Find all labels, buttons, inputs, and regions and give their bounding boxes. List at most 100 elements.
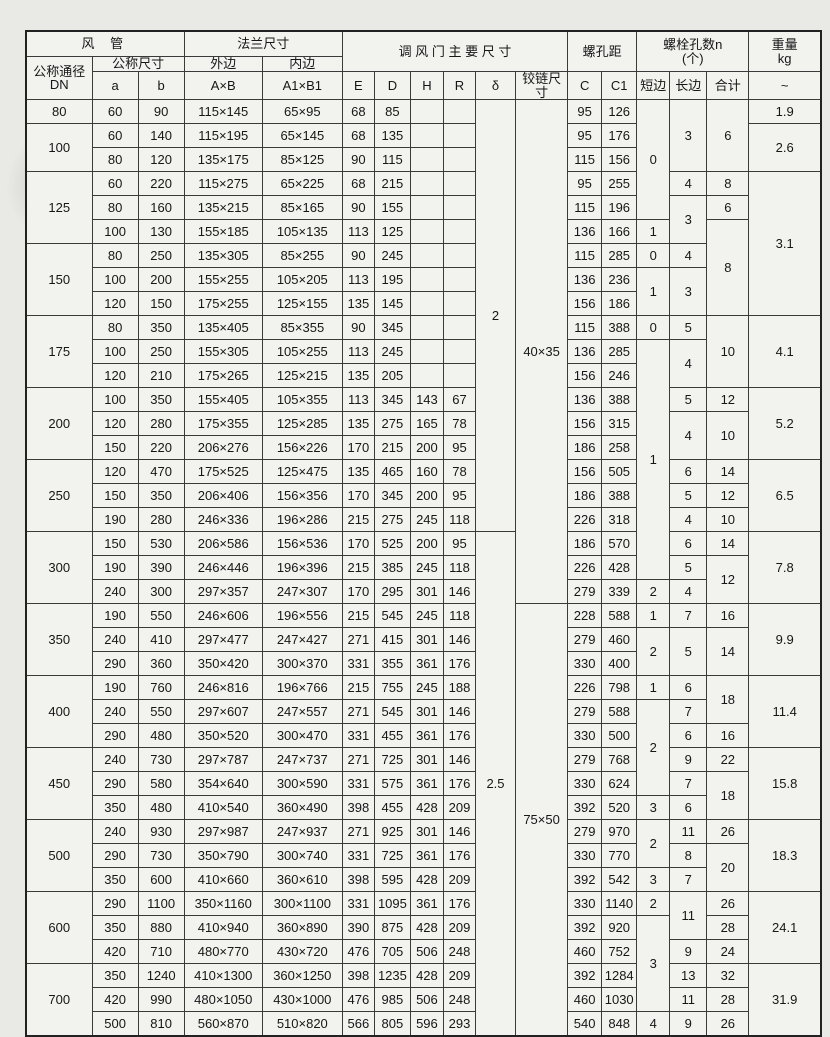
cell-C: 392 (567, 963, 603, 989)
table-row: 290 580 354×640 300×590 331 575 361 176 330 624 7 1… (26, 771, 821, 821)
cell-D: 215 (373, 171, 411, 197)
cell-dn: 175 (25, 315, 93, 389)
cell-a: 350 (91, 915, 139, 941)
cell-a: 100 (91, 219, 139, 245)
cell-C: 279 (567, 699, 603, 725)
table-row: 190 280 246×336 196×286 215 275 245 118 226 318 4 1… (26, 507, 821, 533)
cell-a: 100 (91, 267, 139, 293)
cell-H: 428 (409, 867, 444, 893)
cell-b: 730 (137, 747, 185, 773)
cell-H: 301 (409, 747, 444, 773)
table-row: 200 100 350 155×405 105×355 113 345 143 67 136 388… (25, 387, 822, 461)
cell-C1: 156 (601, 147, 638, 173)
cell-inner_A1xB1: 125×475 (261, 459, 343, 485)
cell-b: 1240 (137, 963, 185, 989)
cell-D: 1095 (373, 891, 411, 917)
cell-C1: 285 (601, 243, 638, 269)
cell-H: 361 (409, 771, 444, 797)
cell-outer_AxB: 354×640 (183, 771, 263, 797)
cell-C1: 400 (601, 651, 638, 677)
cell-bolt_total: 28 (706, 987, 750, 1013)
cell-E: 476 (341, 939, 375, 965)
cell-H: 596 (409, 1011, 444, 1037)
cell-a: 420 (91, 939, 139, 965)
damper-spec-table: 风 管法兰尺寸调 风 门 主 要 尺 寸螺孔距 螺栓孔数n (个) 重量 kg 公称通… (25, 30, 822, 1037)
cell-bolt_long_side: 9 (669, 747, 708, 773)
cell-bolt_short_side: 2 (636, 627, 671, 677)
cell-hinge_size: 75×50 (515, 603, 569, 1037)
cell-outer_AxB: 246×336 (183, 507, 263, 533)
cell-C: 330 (567, 651, 603, 677)
cell-D: 135 (373, 123, 411, 149)
table-body: 80 60 90 115×145 65×95 68 85 2 40×35 95 126 0 3 6 1.9 1… (25, 99, 822, 1037)
cell-bolt_short_side: 1 (636, 675, 671, 701)
cell-H: 361 (409, 843, 444, 869)
cell-bolt_total: 26 (706, 819, 750, 845)
cell-inner_A1xB1: 300×470 (261, 723, 343, 749)
cell-C1: 236 (601, 267, 638, 293)
cell-D: 415 (373, 627, 411, 653)
cell-inner_A1xB1: 156×356 (261, 483, 343, 509)
cell-bolt_long_side: 3 (669, 99, 708, 173)
cell-D: 455 (373, 723, 411, 749)
table-row: 350 600 410×660 360×610 398 595 428 209 392 542 3 7 (26, 867, 821, 893)
cell-weight_kg: 31.9 (748, 963, 822, 1037)
cell-H: 506 (409, 987, 444, 1013)
cell-R (442, 315, 476, 341)
cell-C: 115 (567, 195, 603, 221)
cell-b: 300 (137, 579, 185, 605)
cell-H (409, 291, 444, 317)
cell-C: 228 (567, 603, 603, 629)
cell-E: 566 (341, 1011, 375, 1037)
cell-inner_A1xB1: 360×890 (261, 915, 343, 941)
cell-D: 215 (373, 435, 411, 461)
cell-H: 361 (409, 891, 444, 917)
cell-weight_kg: 7.8 (748, 531, 822, 605)
cell-D: 345 (373, 483, 411, 509)
cell-H: 245 (409, 507, 444, 533)
table-row: 290 360 350×420 300×370 331 355 361 176 330 400 (26, 651, 821, 677)
cell-C: 279 (567, 579, 603, 605)
cell-bolt_long_side: 6 (669, 795, 708, 821)
cell-D: 725 (373, 747, 411, 773)
cell-bolt_total: 16 (706, 723, 750, 749)
cell-outer_AxB: 135×215 (183, 195, 263, 221)
cell-outer_AxB: 135×175 (183, 147, 263, 173)
cell-inner_A1xB1: 430×720 (261, 939, 343, 965)
cell-R (442, 123, 476, 149)
cell-a: 120 (91, 363, 139, 389)
cell-D: 245 (373, 243, 411, 269)
cell-R (442, 99, 476, 125)
cell-C: 279 (567, 747, 603, 773)
col-header-公称尺寸: 公称尺寸 (91, 56, 185, 72)
cell-C1: 318 (601, 507, 638, 533)
cell-R: 146 (442, 627, 476, 653)
cell-bolt_short_side: 2 (636, 819, 671, 869)
cell-bolt_total: 12 (706, 483, 750, 509)
col-header-A1×B1: A1×B1 (261, 70, 343, 101)
cell-weight_kg: 2.6 (748, 123, 822, 173)
cell-E: 113 (341, 339, 375, 365)
cell-R: 78 (442, 411, 476, 437)
cell-a: 60 (91, 123, 139, 149)
cell-bolt_total: 24 (706, 939, 750, 965)
col-header-长边: 长边 (669, 70, 708, 101)
cell-outer_AxB: 410×1300 (183, 963, 263, 989)
cell-outer_AxB: 350×420 (183, 651, 263, 677)
cell-a: 150 (91, 435, 139, 461)
cell-bolt_total: 22 (706, 747, 750, 773)
cell-C: 392 (567, 867, 603, 893)
cell-C1: 1030 (601, 987, 638, 1013)
cell-bolt_long_side: 3 (669, 267, 708, 317)
cell-bolt_long_side: 4 (669, 339, 708, 389)
cell-C1: 246 (601, 363, 638, 389)
cell-E: 331 (341, 771, 375, 797)
cell-b: 880 (137, 915, 185, 941)
cell-b: 760 (137, 675, 185, 701)
cell-E: 390 (341, 915, 375, 941)
cell-bolt_long_side: 4 (669, 579, 708, 605)
cell-C1: 588 (601, 699, 638, 725)
table-header: 风 管法兰尺寸调 风 门 主 要 尺 寸螺孔距 螺栓孔数n (个) 重量 kg 公称通… (25, 30, 822, 101)
cell-C1: 388 (601, 387, 638, 413)
cell-a: 150 (91, 483, 139, 509)
